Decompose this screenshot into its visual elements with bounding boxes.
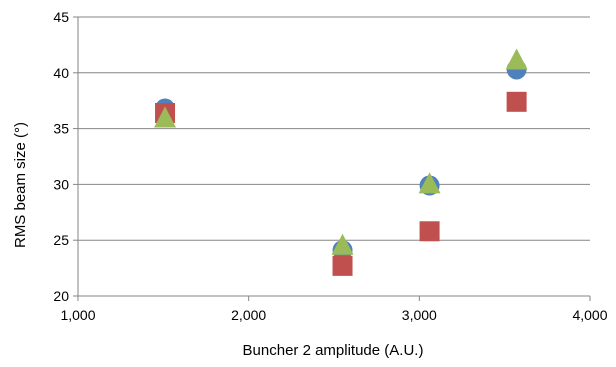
gridlines [78,16,590,241]
y-tick-labels: 20 25 30 35 40 45 [53,9,69,304]
y-tick-label: 20 [53,288,69,304]
y-tick-label: 45 [53,9,69,25]
data-point-square [332,255,353,276]
y-tick-label: 40 [53,65,69,81]
x-tick-label: 3,000 [402,307,437,323]
data-points [154,48,528,276]
y-axis-label: RMS beam size (°) [12,122,29,248]
data-point-triangle [331,233,354,255]
data-point-square [506,91,527,112]
axes [73,16,591,301]
x-tick-label: 4,000 [572,307,607,323]
data-point-triangle [505,48,528,70]
data-point-triangle [154,106,177,128]
x-tick-labels: 1,000 2,000 3,000 4,000 [60,307,607,323]
y-tick-label: 30 [53,176,69,192]
x-axis-label: Buncher 2 amplitude (A.U.) [243,342,424,359]
x-tick-label: 2,000 [231,307,266,323]
y-tick-label: 35 [53,121,69,137]
data-point-triangle [418,172,441,194]
x-tick-label: 1,000 [60,307,95,323]
y-tick-label: 25 [53,232,69,248]
data-point-square [419,221,440,242]
